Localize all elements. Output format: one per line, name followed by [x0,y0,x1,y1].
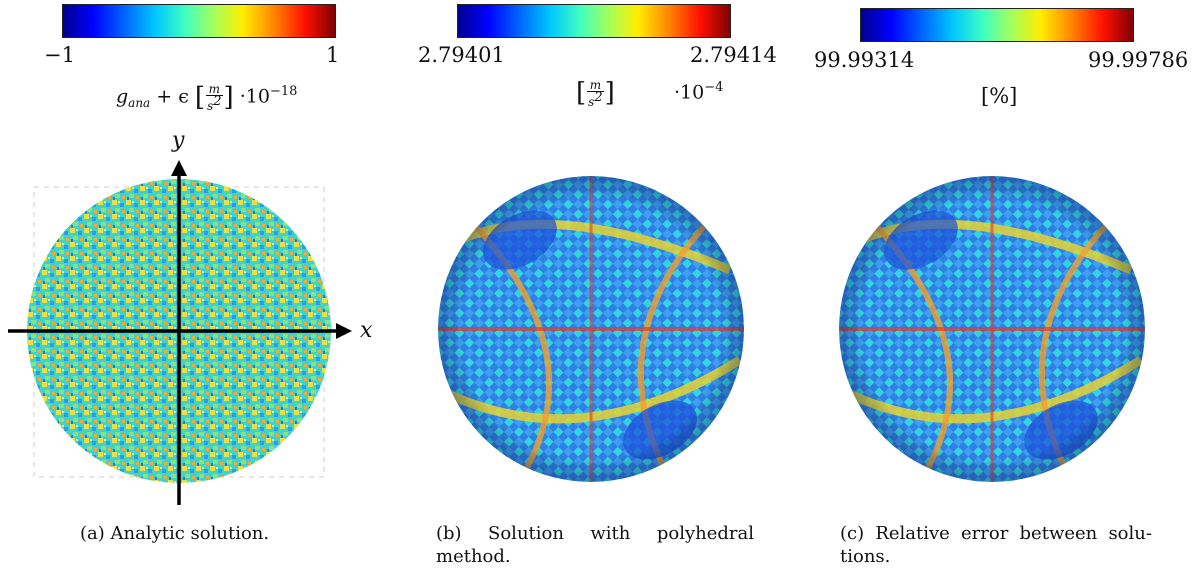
unit-b-den: s [588,94,595,109]
colorbar-c [860,8,1134,42]
colorbar-a-min-label: −1 [44,43,75,67]
caption-c-word-4: between [1019,523,1098,544]
caption-c: (c) Relative error between solu- tions. [840,522,1152,568]
colorbar-a-max-label: 1 [326,43,340,67]
caption-b-word-4: polyhedral [656,523,754,544]
unit-b-den-sup: 2 [594,89,603,105]
colorbar-b-scale: ·10−4 [674,74,723,106]
caption-c-word-2: Relative [875,523,950,544]
caption-a: (a) Analytic solution. [80,523,270,544]
caption-b-word-3: with [590,523,631,544]
colorbar-b [457,4,731,38]
sphere-c [839,176,1145,482]
caption-c-word-1: (c) [840,523,865,544]
x-axis-label: x [360,318,373,343]
unit-a-den: s [207,98,214,113]
caption-c-word-5: solu- [1108,523,1152,544]
panel-polyhedral-solution: 2.79401 2.79414 [m s2] ·10−4 [400,0,790,574]
panel-analytic-solution: −1 1 gana + ϵ [m s2] ·10−18 x [0,0,380,574]
unit-a-scale: ·10 [239,85,270,108]
unit-a-den-sup: 2 [213,93,222,109]
colorbar-b-min-label: 2.79401 [418,43,505,67]
caption-b: (b) Solution with polyhedral method. [436,522,754,568]
caption-c-line-2: tions. [840,546,891,567]
colorbar-b-max-label: 2.79414 [690,43,777,67]
caption-b-word-1: (b) [436,523,462,544]
unit-b-num: m [587,79,604,92]
unit-a-lhs: g [116,85,129,108]
colorbar-c-unit: [%] [981,84,1018,108]
y-axis-arrow [171,160,187,176]
colorbar-a [62,4,336,38]
unit-a-scale-exp: −18 [269,84,298,99]
caption-c-word-3: error [961,523,1009,544]
y-axis-label: y [172,128,185,153]
colorbar-b-unit: [m s2] [576,77,615,109]
unit-a-num: m [206,83,223,96]
unit-a-lhs-sub: ana [128,96,151,111]
panel-relative-error: 99.99314 99.99786 [%] [800,0,1193,574]
unit-b-scale: ·10 [674,81,705,104]
unit-a-plus: + ϵ [156,85,189,108]
caption-b-line-2: method. [436,546,511,567]
caption-b-word-2: Solution [488,523,564,544]
colorbar-c-max-label: 99.99786 [1088,48,1189,72]
sphere-a [8,160,352,505]
x-axis-arrow [336,323,352,339]
colorbar-a-unit: gana + ϵ [m s2] ·10−18 [116,81,298,113]
unit-b-scale-exp: −4 [704,80,724,95]
colorbar-c-min-label: 99.99314 [814,48,915,72]
sphere-b [438,176,744,482]
